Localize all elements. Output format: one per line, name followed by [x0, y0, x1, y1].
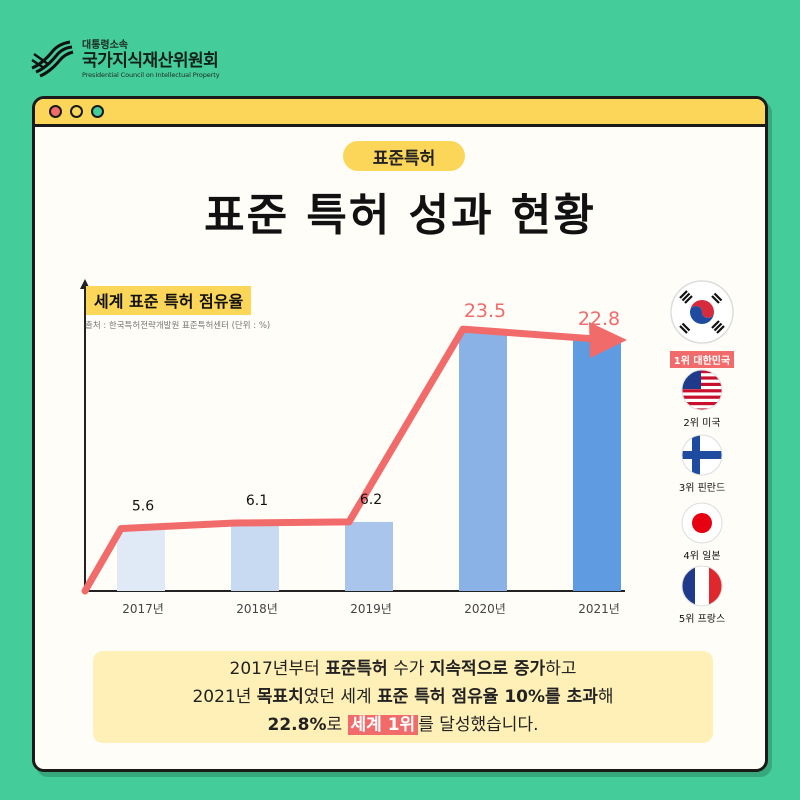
window-titlebar [35, 99, 765, 127]
data-label: 22.8 [578, 308, 620, 330]
chart-title: 세계 표준 특허 점유율 [86, 286, 252, 315]
summary-text: 였던 세계 [303, 687, 378, 707]
summary-text: 2021년 [192, 687, 257, 707]
data-label: 23.5 [464, 300, 506, 322]
data-label: 5.6 [132, 499, 154, 515]
japan-flag-icon [681, 502, 723, 544]
summary-text: 해 [597, 687, 614, 707]
trend-path [81, 325, 599, 595]
ranking-label: 5위 프랑스 [678, 614, 726, 625]
bar [117, 528, 165, 591]
data-label: 6.1 [246, 493, 268, 509]
summary-emphasis: 22.8% [267, 715, 327, 735]
summary-text: 를 달성했습니다. [418, 715, 539, 735]
summary-emphasis: 표준특허 [325, 659, 388, 679]
logo-name: 국가지식재산위원회 [82, 51, 219, 71]
ranking-label: 1위 대한민국 [669, 351, 735, 368]
summary-line-1: 2017년부터 표준특허 수가 지속적으로 증가하고 [230, 655, 577, 683]
x-tick-label: 2021년 [578, 602, 620, 616]
summary-emphasis: 지속적으로 증가 [429, 659, 546, 679]
x-tick-label: 2020년 [464, 602, 506, 616]
council-logo: 대통령소속 국가지식재산위원회 Presidential Council on … [30, 36, 220, 79]
minimize-dot-icon [70, 105, 83, 118]
ranking-item-4: 4위 일본 [657, 502, 747, 562]
logo-english: Presidential Council on Intellectual Pro… [82, 71, 220, 79]
patent-share-chart: 2017년 5.6 2018년 6.1 2019년 6.2 2020년 23.5 2021년 22… [80, 279, 627, 616]
ranking-item-3: 3위 핀란드 [657, 434, 747, 494]
trend-line [81, 321, 627, 595]
ranking-item-5: 5위 프랑스 [657, 565, 747, 625]
ranking-label: 3위 핀란드 [678, 483, 726, 494]
ranking-item-2: 2위 미국 [657, 369, 747, 429]
summary-line-2: 2021년 목표치였던 세계 표준 특허 점유율 10%를 초과해 [192, 683, 613, 711]
summary-text: 2017년부터 [229, 659, 326, 679]
ranking-label: 4위 일본 [683, 551, 721, 562]
close-dot-icon [49, 105, 62, 118]
ranking-item-1: 1위 대한민국 [657, 279, 747, 368]
france-flag-icon [681, 565, 723, 607]
summary-text: 로 [326, 715, 348, 735]
summary-emphasis: 목표치 [256, 687, 304, 707]
bar [231, 523, 279, 591]
summary-line-3: 22.8%로 세계 1위 를 달성했습니다. [268, 711, 539, 739]
logo-subtitle: 대통령소속 [82, 40, 128, 51]
chart-bars [117, 329, 621, 591]
chart-source: 출처 : 한국특허전략개발원 표준특허센터 (단위 : %) [85, 321, 271, 331]
bar [573, 336, 621, 591]
content-window: 표준특허 표준 특허 성과 현황 2017년 5.6 2018년 6.1 2019년 6.… [32, 96, 768, 772]
bar [345, 521, 393, 591]
x-tick-label: 2019년 [350, 602, 392, 616]
summary-emphasis: 표준 특허 점유율 10%를 초과 [377, 687, 598, 707]
korea-flag-icon [670, 280, 734, 344]
bar [459, 329, 507, 591]
usa-flag-icon [681, 369, 723, 411]
summary-text: 하고 [545, 659, 577, 679]
ranking-label: 2위 미국 [683, 418, 721, 429]
trend-arrow-icon [589, 321, 627, 358]
summary-text: 수가 [387, 659, 430, 679]
summary-box: 2017년부터 표준특허 수가 지속적으로 증가하고 2021년 목표치였던 세… [93, 651, 713, 743]
page-title: 표준 특허 성과 현황 [204, 190, 596, 241]
maximize-dot-icon [91, 105, 104, 118]
x-tick-label: 2018년 [236, 602, 278, 616]
chart-labels: 2017년 5.6 2018년 6.1 2019년 6.2 2020년 23.5 2021년 22… [122, 300, 620, 616]
council-emblem-icon [31, 40, 74, 77]
data-label: 6.2 [360, 492, 382, 508]
finland-flag-icon [681, 434, 723, 476]
category-badge: 표준특허 [343, 141, 465, 171]
summary-highlight: 세계 1위 [347, 715, 419, 735]
x-tick-label: 2017년 [122, 602, 164, 616]
